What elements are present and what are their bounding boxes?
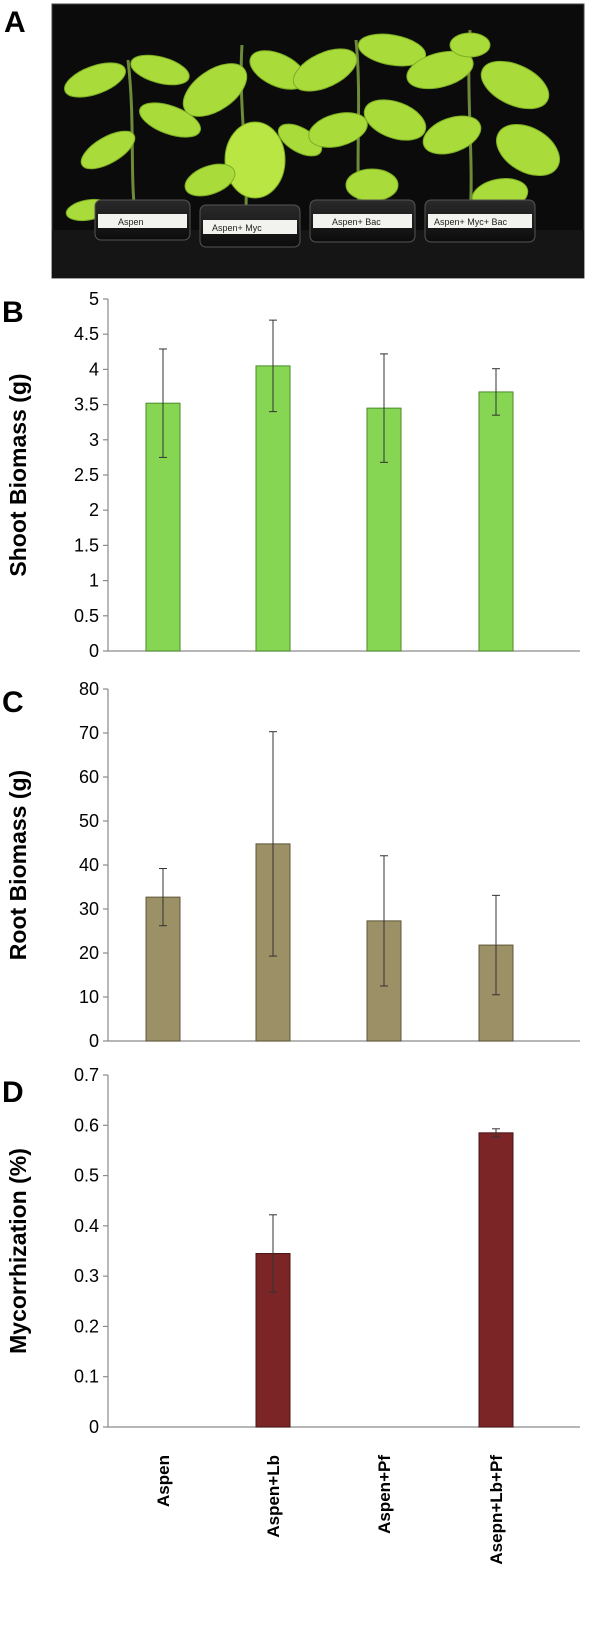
- y-axis-label: Root Biomass (g): [5, 770, 31, 960]
- x-category-label: Aspen+Lb: [264, 1455, 283, 1538]
- pot-label-2: Aspen+ Myc: [212, 223, 262, 233]
- y-tick-label: 1: [89, 571, 99, 591]
- x-category-label: Aspen+Pf: [375, 1455, 394, 1534]
- y-tick-label: 4: [89, 359, 99, 379]
- y-tick-label: 2: [89, 500, 99, 520]
- y-tick-label: 0.2: [74, 1316, 99, 1336]
- y-tick-label: 30: [79, 899, 99, 919]
- pot-label-3: Aspen+ Bac: [332, 217, 381, 227]
- y-axis-label: Shoot Biomass (g): [5, 373, 31, 576]
- y-tick-label: 5: [89, 289, 99, 309]
- y-tick-label: 70: [79, 723, 99, 743]
- x-category-label: Asepn+Lb+Pf: [487, 1455, 506, 1565]
- y-tick-label: 40: [79, 855, 99, 875]
- y-tick-label: 0.3: [74, 1266, 99, 1286]
- bar-asepn-lb-pf: [478, 1132, 514, 1428]
- y-tick-label: 1.5: [74, 535, 99, 555]
- y-tick-label: 60: [79, 767, 99, 787]
- bar-asepn-lb-pf: [478, 391, 514, 652]
- plant-photo: Aspen Aspen+ Myc Aspen+ Bac Aspen+ Myc+ …: [51, 3, 585, 279]
- y-tick-label: 4.5: [74, 324, 99, 344]
- plant-pots: [94, 199, 536, 248]
- y-tick-label: 80: [79, 679, 99, 699]
- y-tick-label: 50: [79, 811, 99, 831]
- panel-letter-d: D: [2, 1076, 24, 1109]
- y-tick-label: 2.5: [74, 465, 99, 485]
- pot-label-4: Aspen+ Myc+ Bac: [434, 217, 508, 227]
- y-tick-label: 10: [79, 987, 99, 1007]
- y-tick-label: 0.5: [74, 606, 99, 626]
- y-tick-label: 0: [89, 1417, 99, 1437]
- bar-aspen-lb: [255, 365, 291, 652]
- mycorrhization-chart: 0 0.1 0.2 0.3 0.4 0.5 0.6 0.7 Mycorrhization (%)…: [5, 1065, 580, 1565]
- y-tick-label: 0: [89, 641, 99, 661]
- pot-label-1: Aspen: [118, 217, 144, 227]
- panel-letter-b: B: [2, 296, 24, 329]
- y-tick-label: 20: [79, 943, 99, 963]
- shoot-biomass-chart: 0 0.5 1 1.5 2 2.5 3 3.5 4 4.5 5 Shoot Biomass (g): [5, 289, 580, 661]
- y-tick-label: 0.7: [74, 1065, 99, 1085]
- y-tick-label: 0.1: [74, 1367, 99, 1387]
- y-tick-label: 0.6: [74, 1115, 99, 1135]
- y-tick-label: 0: [89, 1031, 99, 1051]
- panel-letter-c: C: [2, 686, 24, 719]
- panel-letter-a: A: [4, 6, 26, 39]
- y-tick-label: 0.4: [74, 1216, 99, 1236]
- y-tick-label: 0.5: [74, 1166, 99, 1186]
- y-tick-label: 3.5: [74, 395, 99, 415]
- root-biomass-chart: 0 10 20 30 40 50 60 70 80 Root Biomass (g): [5, 679, 580, 1051]
- x-category-label: Aspen: [154, 1455, 173, 1507]
- y-tick-label: 3: [89, 430, 99, 450]
- y-axis-label: Mycorrhization (%): [5, 1148, 31, 1354]
